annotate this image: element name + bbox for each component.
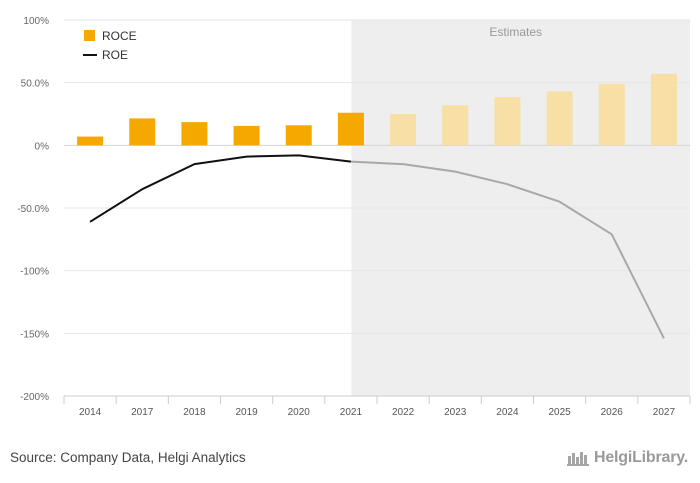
roe-line (89, 154, 665, 339)
x-tick-label: 2014 (79, 407, 102, 418)
roce-bar (77, 136, 104, 146)
x-tick-label: 2022 (392, 407, 415, 418)
roce-bar (233, 125, 260, 146)
roce-bar (390, 114, 417, 146)
roce-bar (598, 83, 625, 146)
y-tick-label: 50.0% (21, 79, 49, 90)
roce-bar (650, 73, 677, 146)
roce-bars (77, 73, 677, 146)
x-tick-label: 2019 (235, 407, 258, 418)
estimates-label: Estimates (489, 25, 542, 39)
x-tick-label: 2026 (601, 407, 624, 418)
y-tick-label: -100% (20, 267, 49, 278)
x-tick-label: 2020 (288, 407, 311, 418)
roce-bar (442, 105, 469, 146)
roce-bar (285, 125, 312, 146)
y-tick-label: -200% (20, 392, 49, 403)
legend-roe-label: ROE (102, 48, 128, 62)
x-tick-label: 2023 (444, 407, 467, 418)
legend: ROCE ROE (83, 29, 137, 62)
x-tick-label: 2024 (496, 407, 519, 418)
y-axis: 100% 50.0% 0% -50.0% -100% -150% -200% (17, 16, 49, 403)
y-tick-label: -150% (20, 329, 49, 340)
x-tick-label: 2025 (548, 407, 571, 418)
roe-line-actual (89, 154, 352, 223)
roce-bar (129, 118, 156, 146)
y-tick-label: 0% (35, 141, 50, 152)
x-axis: 2014 2017 2018 2019 2020 2021 2022 2023 2024 2025… (63, 395, 691, 418)
legend-roce-label: ROCE (102, 29, 137, 43)
roce-bar (337, 112, 364, 146)
brand-name: HelgiLibrary. (593, 449, 688, 466)
x-tick-label: 2021 (340, 407, 363, 418)
y-tick-label: 100% (23, 16, 49, 27)
x-tick-label: 2017 (131, 407, 154, 418)
x-tick-label: 2027 (653, 407, 676, 418)
legend-roce-swatch (84, 30, 95, 41)
roce-bar (546, 91, 573, 146)
source-note: Source: Company Data, Helgi Analytics (10, 450, 246, 465)
roce-bar (494, 97, 521, 146)
y-tick-label: -50.0% (17, 204, 49, 215)
roce-bar (181, 122, 208, 146)
chart: Estimates 100% 50.0% 0% -50.0% -100% -150% -20… (17, 16, 691, 418)
helgi-library-logo: HelgiLibrary. (566, 449, 688, 467)
library-icon (566, 452, 589, 466)
x-tick-label: 2018 (183, 407, 206, 418)
